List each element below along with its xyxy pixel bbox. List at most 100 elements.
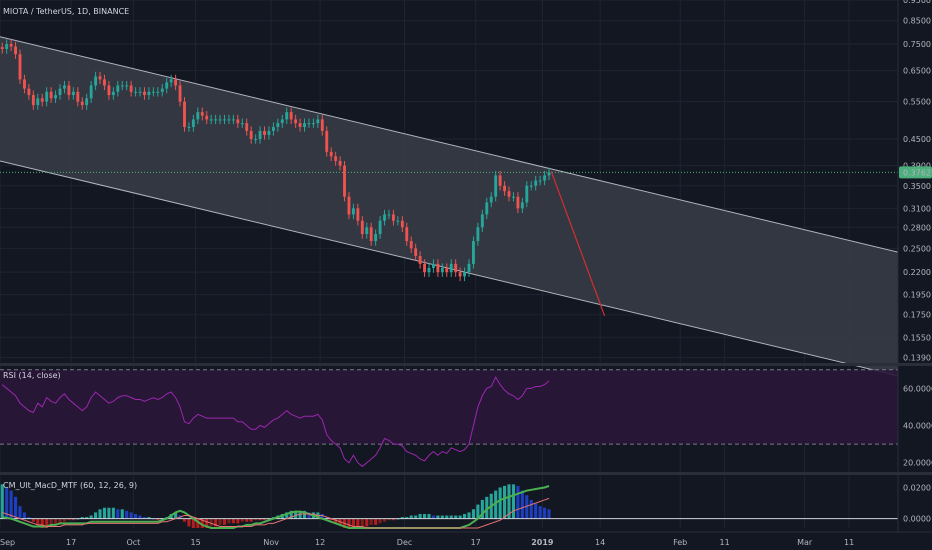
- candle: [174, 74, 178, 91]
- candle: [111, 87, 115, 100]
- candle: [151, 87, 155, 97]
- macd-bar: [45, 518, 49, 528]
- time-tick-label: 17: [471, 538, 481, 547]
- macd-bar: [89, 515, 93, 519]
- candle: [454, 259, 458, 277]
- macd-bar: [262, 518, 267, 521]
- macd-bar: [58, 518, 62, 524]
- macd-bar: [458, 515, 462, 519]
- candle: [107, 80, 111, 100]
- candle: [5, 39, 9, 54]
- macd-bar: [525, 495, 529, 519]
- macd-bar: [454, 515, 458, 519]
- macd-bar: [14, 496, 18, 519]
- macd-bar: [347, 518, 351, 528]
- macd-bar: [22, 512, 27, 519]
- price-tick-label: 0.7500: [903, 40, 931, 49]
- price-tick-label: 0.3900: [903, 162, 931, 171]
- price-tick-label: 0.3100: [903, 204, 931, 213]
- candle: [307, 118, 311, 128]
- macd-bar: [365, 518, 369, 527]
- candle: [236, 114, 240, 128]
- macd-bar: [85, 517, 89, 519]
- projection-line[interactable]: [550, 171, 606, 316]
- candle: [494, 170, 498, 202]
- price-tick-label: 0.9500: [903, 0, 931, 5]
- candle: [360, 216, 364, 239]
- macd-bar: [307, 512, 311, 519]
- candle: [245, 118, 249, 136]
- macd-bar: [147, 517, 151, 519]
- price-tick-label: 0.2200: [903, 268, 931, 277]
- macd-bar: [209, 518, 213, 527]
- macd-bar: [236, 518, 240, 524]
- macd-bar: [400, 517, 404, 519]
- price-pane[interactable]: MIOTA / TetherUS, 1D, BINANCE: [0, 7, 899, 377]
- macd-bar: [471, 509, 476, 519]
- macd-bar: [320, 513, 324, 519]
- macd-bar: [116, 509, 120, 519]
- macd-pane[interactable]: CM_Ult_MacD_MTF (60, 12, 26, 9): [0, 481, 898, 529]
- candle: [458, 267, 462, 282]
- rsi-title[interactable]: RSI (14, close): [3, 371, 61, 380]
- rsi-pane[interactable]: RSI (14, close): [0, 369, 898, 468]
- candle: [378, 216, 382, 239]
- candle: [191, 114, 195, 132]
- macd-bar: [200, 518, 204, 528]
- candle: [18, 49, 22, 85]
- macd-bar: [254, 518, 258, 521]
- macd-bar: [67, 518, 71, 521]
- time-tick-label: 12: [315, 538, 325, 547]
- symbol-title[interactable]: MIOTA / TetherUS, 1D, BINANCE: [3, 7, 129, 16]
- channel-lower-line[interactable]: [0, 160, 899, 377]
- candle: [449, 259, 453, 277]
- time-tick-label: 11: [844, 538, 854, 547]
- candle: [467, 259, 471, 277]
- macd-bar: [520, 490, 524, 519]
- macd-bar: [507, 484, 511, 519]
- candle: [334, 151, 338, 166]
- macd-bar: [54, 518, 58, 525]
- macd-bar: [134, 513, 138, 519]
- macd-bar: [325, 517, 329, 519]
- macd-tick-label: 0.0000: [903, 515, 931, 524]
- candle: [103, 74, 106, 91]
- macd-bar: [360, 518, 364, 527]
- candle: [285, 107, 289, 125]
- macd-bar: [5, 487, 9, 519]
- candle: [249, 126, 253, 144]
- macd-bar: [498, 487, 502, 519]
- price-tick-label: 0.1750: [903, 311, 931, 320]
- macd-bar: [142, 517, 147, 519]
- macd-bar: [503, 485, 507, 519]
- candle: [418, 251, 422, 269]
- candle: [396, 216, 400, 226]
- time-tick-label: Dec: [397, 538, 412, 547]
- candle: [374, 229, 378, 246]
- candle: [40, 93, 44, 107]
- macd-bar: [258, 518, 262, 521]
- macd-bar: [529, 499, 533, 519]
- candles: [0, 39, 551, 282]
- candle: [498, 170, 502, 191]
- candle: [129, 80, 133, 97]
- candle: [280, 114, 284, 128]
- candle: [200, 107, 204, 121]
- candle: [134, 87, 138, 97]
- macd-title[interactable]: CM_Ult_MacD_MTF (60, 12, 26, 9): [3, 481, 137, 490]
- macd-bar: [543, 507, 547, 519]
- candle: [160, 84, 164, 97]
- candle: [351, 203, 355, 220]
- macd-bar: [231, 518, 235, 524]
- candle: [76, 87, 80, 107]
- candle: [294, 114, 298, 128]
- macd-bar: [125, 510, 129, 519]
- candle: [431, 259, 435, 273]
- channel-upper-line[interactable]: [0, 36, 899, 253]
- candle: [325, 126, 329, 157]
- macd-bar: [476, 504, 480, 519]
- macd-bar: [18, 506, 22, 519]
- macd-bar: [547, 509, 551, 519]
